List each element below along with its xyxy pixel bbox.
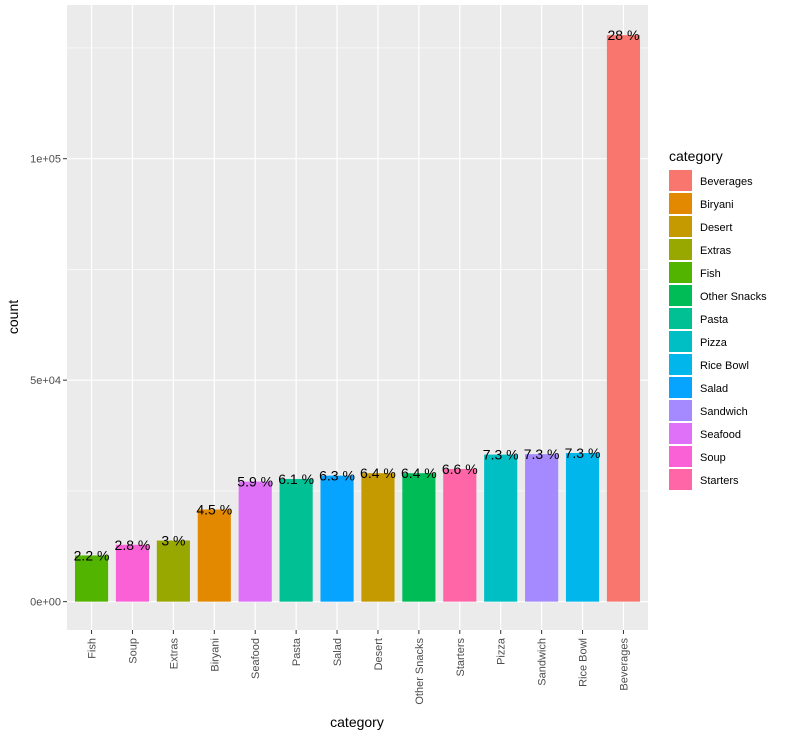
bar-label: 6.1 % <box>278 471 314 487</box>
bar-seafood <box>238 481 272 602</box>
legend-label: Rice Bowl <box>700 360 749 372</box>
bar-label: 6.3 % <box>319 468 355 484</box>
legend-label: Desert <box>700 222 732 234</box>
bar-label: 4.5 % <box>196 502 232 518</box>
x-tick-label: Extras <box>168 638 180 670</box>
bar-beverages <box>606 35 641 602</box>
legend-swatch <box>669 446 692 467</box>
x-tick-label: Pasta <box>291 637 303 666</box>
bar-label: 28 % <box>607 27 639 43</box>
x-tick-label: Rice Bowl <box>578 638 590 687</box>
legend-label: Pizza <box>700 337 728 349</box>
x-tick-label: Pizza <box>496 637 508 665</box>
bar-starters <box>443 468 477 602</box>
x-axis-label: category <box>330 714 384 730</box>
bar-label: 5.9 % <box>237 474 273 490</box>
bar-label: 6.6 % <box>442 461 478 477</box>
legend-swatch <box>669 377 692 398</box>
bar-biryani <box>197 509 231 602</box>
legend-swatch <box>669 354 692 375</box>
legend-label: Salad <box>700 383 728 395</box>
x-tick-label: Biryani <box>209 638 221 672</box>
bar-salad <box>320 475 354 602</box>
y-tick-label: 5e+04 <box>30 375 61 387</box>
x-tick-label: Fish <box>87 638 99 659</box>
legend-swatch <box>669 216 692 237</box>
legend-label: Beverages <box>700 176 753 188</box>
legend-swatch <box>669 469 692 490</box>
legend-label: Pasta <box>700 314 729 326</box>
bar-extras <box>156 540 190 602</box>
y-tick-label: 1e+05 <box>30 154 61 166</box>
x-tick-label: Other Snacks <box>414 638 426 705</box>
legend-label: Starters <box>700 475 739 487</box>
legend-swatch <box>669 193 692 214</box>
legend-label: Biryani <box>700 199 734 211</box>
legend-label: Sandwich <box>700 406 748 418</box>
y-tick-label: 0e+00 <box>30 597 61 609</box>
bar-pizza <box>484 454 518 602</box>
x-tick-label: Beverages <box>618 638 630 691</box>
legend-swatch <box>669 308 692 329</box>
bar-label: 7.3 % <box>483 447 519 463</box>
legend-label: Other Snacks <box>700 291 767 303</box>
bar-label: 7.3 % <box>524 446 560 462</box>
bar-label: 6.4 % <box>401 465 437 481</box>
legend: category Beverages Biryani Desert Extras Fis… <box>669 148 767 490</box>
bar-pasta <box>279 478 313 602</box>
x-tick-label: Salad <box>332 638 344 666</box>
legend-swatch <box>669 170 692 191</box>
x-tick-label: Desert <box>373 638 385 670</box>
bar-label: 2.8 % <box>115 537 151 553</box>
legend-swatch <box>669 400 692 421</box>
x-tick-label: Seafood <box>250 638 262 679</box>
legend-title: category <box>669 148 723 164</box>
y-axis-label: count <box>5 300 21 334</box>
bar-label: 7.3 % <box>565 445 601 461</box>
legend-label: Seafood <box>700 429 741 441</box>
bar-fish <box>74 555 109 602</box>
legend-swatch <box>669 239 692 260</box>
plot-panel <box>67 5 648 630</box>
bar-other-snacks <box>402 473 436 602</box>
bar-sandwich <box>525 454 559 602</box>
legend-swatch <box>669 423 692 444</box>
bar-label: 2.2 % <box>74 547 110 563</box>
legend-swatch <box>669 331 692 352</box>
bar-label: 3 % <box>161 533 185 549</box>
bar-label: 6.4 % <box>360 465 396 481</box>
bar-soup <box>115 544 150 602</box>
legend-swatch <box>669 262 692 283</box>
legend-swatch <box>669 285 692 306</box>
legend-label: Soup <box>700 452 726 464</box>
x-tick-label: Soup <box>127 638 139 664</box>
x-tick-label: Sandwich <box>537 638 549 686</box>
bar-rice-bowl <box>565 452 600 602</box>
legend-label: Extras <box>700 245 732 257</box>
legend-label: Fish <box>700 268 721 280</box>
x-tick-label: Starters <box>455 638 467 677</box>
bar-desert <box>361 473 395 602</box>
